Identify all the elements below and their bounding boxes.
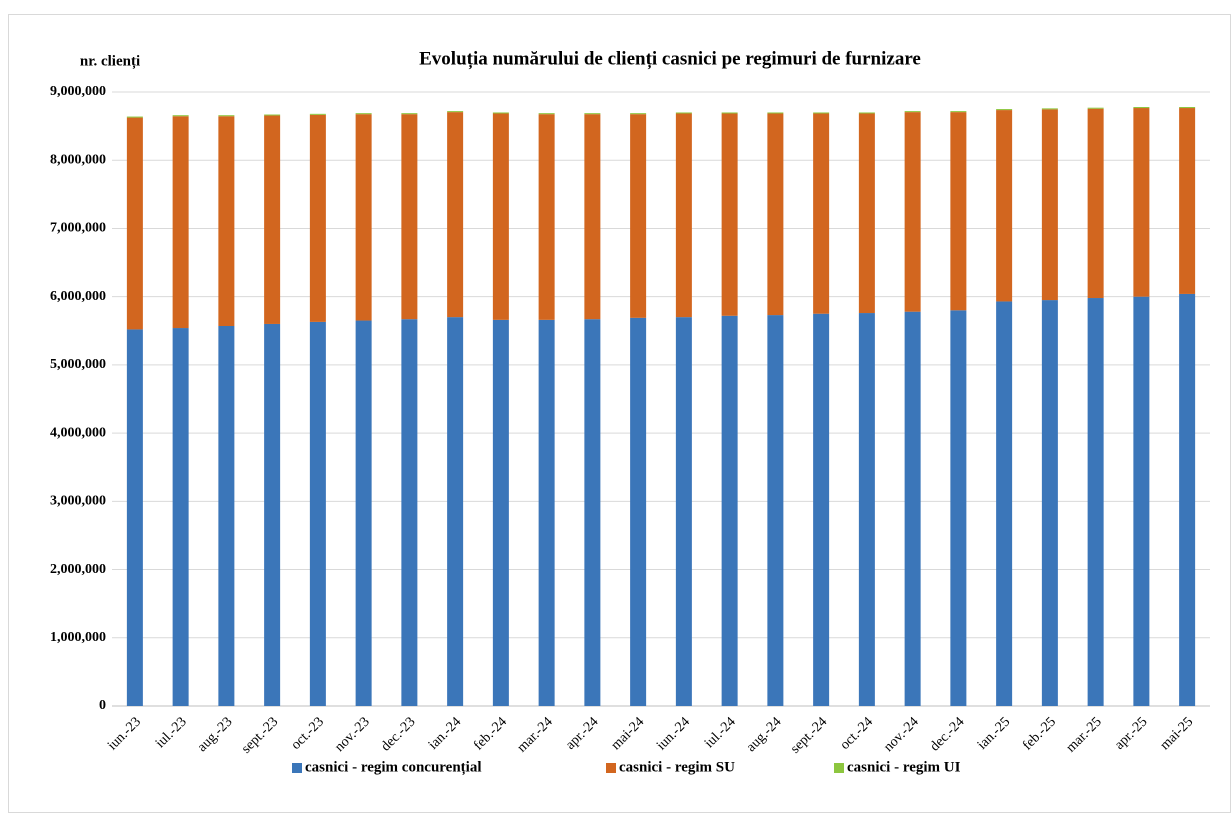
- bar-segment: [447, 112, 464, 318]
- bar-segment: [721, 315, 738, 706]
- bar-segment: [309, 321, 326, 706]
- y-axis-label: nr. clienți: [80, 53, 140, 69]
- bar-segment: [218, 116, 235, 327]
- legend-label: casnici - regim UI: [847, 759, 961, 775]
- bar-segment: [1041, 108, 1058, 110]
- bar-segment: [767, 315, 784, 706]
- bar-segment: [309, 113, 326, 115]
- legend-swatch: [292, 763, 302, 773]
- bar-segment: [172, 116, 189, 329]
- bar-segment: [858, 113, 875, 314]
- bar-segment: [904, 311, 921, 706]
- bar-segment: [538, 114, 555, 320]
- bar-segment: [904, 111, 921, 113]
- bar-segment: [218, 326, 235, 706]
- bar-segment: [538, 319, 555, 706]
- bar-segment: [675, 113, 692, 318]
- bar-segment: [492, 319, 509, 706]
- bar-segment: [355, 113, 372, 115]
- bar-segment: [538, 113, 555, 115]
- bar-segment: [126, 116, 143, 118]
- bar-segment: [813, 113, 830, 314]
- bar-segment: [264, 323, 281, 706]
- bar-segment: [630, 113, 647, 115]
- chart-title: Evoluția numărului de clienți casnici pe…: [419, 48, 921, 69]
- bar-segment: [630, 317, 647, 706]
- bar-segment: [126, 329, 143, 706]
- bar-segment: [492, 112, 509, 114]
- legend-swatch: [606, 763, 616, 773]
- bar-segment: [584, 114, 601, 320]
- bar-segment: [264, 115, 281, 324]
- bar-segment: [172, 328, 189, 706]
- bar-segment: [996, 109, 1013, 111]
- bar-segment: [950, 112, 967, 311]
- bar-segment: [1133, 296, 1150, 706]
- bar-segment: [1179, 108, 1196, 294]
- bar-segment: [1179, 107, 1196, 109]
- y-tick-label: 0: [99, 698, 106, 713]
- bar-segment: [264, 114, 281, 116]
- bar-segment: [767, 113, 784, 316]
- legend-swatch: [834, 763, 844, 773]
- legend-label: casnici - regim SU: [619, 759, 735, 775]
- bar-segment: [584, 319, 601, 706]
- bar-segment: [1041, 300, 1058, 706]
- chart-frame: [8, 14, 1231, 813]
- bar-segment: [1041, 109, 1058, 301]
- bar-segment: [172, 115, 189, 117]
- bar-segment: [675, 112, 692, 114]
- bar-segment: [584, 113, 601, 115]
- bar-segment: [996, 110, 1013, 302]
- y-tick-label: 7,000,000: [50, 221, 106, 236]
- bar-segment: [813, 112, 830, 114]
- bar-segment: [996, 301, 1013, 706]
- bar-segment: [630, 114, 647, 318]
- bar-segment: [447, 317, 464, 706]
- bar-segment: [401, 319, 418, 706]
- bar-segment: [675, 317, 692, 706]
- bar-segment: [1179, 293, 1196, 706]
- bar-segment: [904, 112, 921, 312]
- bar-segment: [355, 114, 372, 321]
- bar-segment: [309, 114, 326, 322]
- bar-segment: [950, 310, 967, 706]
- bar-segment: [1087, 107, 1104, 109]
- bar-segment: [447, 111, 464, 113]
- y-tick-label: 4,000,000: [50, 425, 106, 440]
- bar-segment: [1087, 108, 1104, 299]
- y-tick-label: 2,000,000: [50, 562, 106, 577]
- bar-segment: [813, 313, 830, 706]
- bar-segment: [126, 117, 143, 330]
- bar-segment: [1087, 298, 1104, 706]
- bar-segment: [492, 113, 509, 320]
- bar-segment: [401, 114, 418, 320]
- y-tick-label: 6,000,000: [50, 289, 106, 304]
- bar-segment: [721, 113, 738, 316]
- bar-segment: [355, 320, 372, 706]
- bar-segment: [858, 313, 875, 706]
- bar-segment: [1133, 107, 1150, 109]
- y-tick-label: 3,000,000: [50, 494, 106, 509]
- legend-label: casnici - regim concurențial: [305, 759, 482, 775]
- y-tick-label: 9,000,000: [50, 84, 106, 99]
- bar-segment: [1133, 108, 1150, 297]
- bar-segment: [401, 113, 418, 115]
- y-tick-label: 1,000,000: [50, 630, 106, 645]
- y-tick-label: 8,000,000: [50, 152, 106, 167]
- bar-segment: [858, 112, 875, 114]
- y-tick-label: 5,000,000: [50, 357, 106, 372]
- bar-segment: [218, 115, 235, 117]
- bar-segment: [767, 112, 784, 114]
- bar-segment: [950, 111, 967, 113]
- bar-segment: [721, 112, 738, 114]
